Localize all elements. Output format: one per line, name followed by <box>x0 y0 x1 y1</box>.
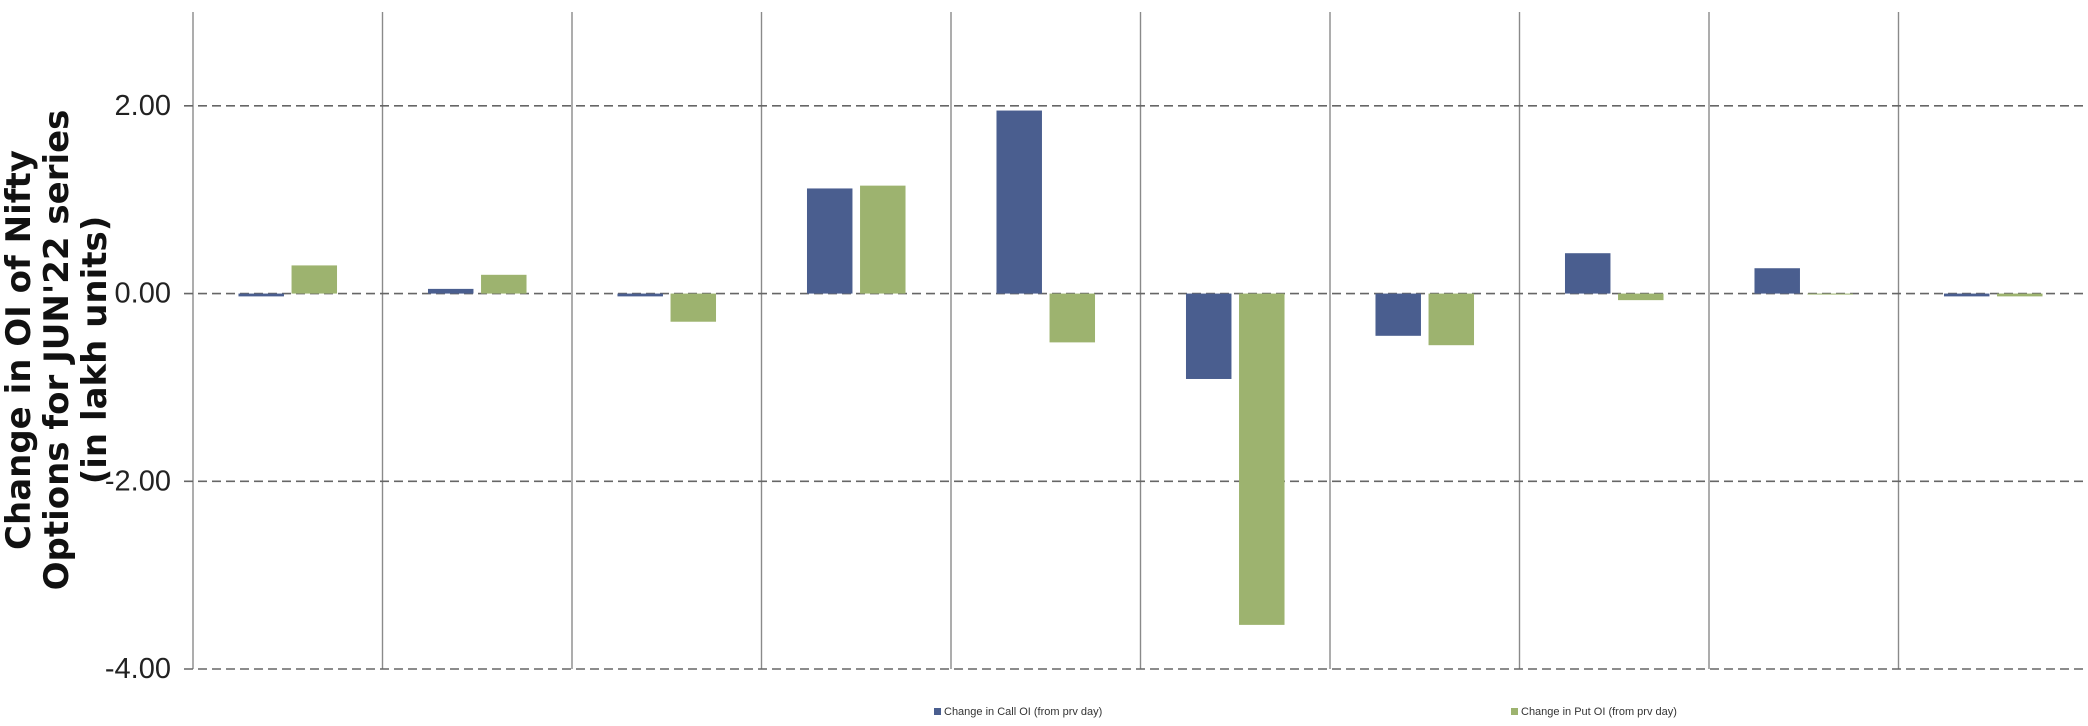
call-oi-bar-9 <box>1754 268 1800 294</box>
legend-label-call-oi: Change in Call OI (from prv day) <box>944 706 1102 718</box>
legend-marker-put-oi <box>1511 708 1518 715</box>
legend-label-put-oi: Change in Put OI (from prv day) <box>1521 706 1677 718</box>
put-oi-bar-3 <box>670 293 717 322</box>
y-axis-tick-labels: 2.00 0.00 -2.00 -4.00 <box>105 90 171 685</box>
call-oi-bar-8 <box>1564 253 1611 294</box>
legend-item-call-oi: Change in Call OI (from prv day) <box>934 706 1102 718</box>
call-oi-bar-2 <box>427 288 474 294</box>
call-oi-bar-6 <box>1185 293 1232 379</box>
legend: Change in Call OI (from prv day) Change … <box>934 706 1677 718</box>
call-oi-bar-1 <box>238 293 284 297</box>
put-oi-bar-8 <box>1618 293 1664 301</box>
call-oi-bar-10 <box>1943 293 1990 297</box>
put-oi-bar-7 <box>1428 293 1475 346</box>
y-axis-title-line-1: Change in OI of Nifty <box>0 150 39 550</box>
grid-lines <box>184 12 2088 670</box>
put-oi-bar-4 <box>860 185 906 294</box>
y-axis-title: Change in OI of Nifty Options for JUN'22… <box>0 110 115 591</box>
bar-series <box>238 110 2043 625</box>
call-oi-bar-5 <box>996 110 1042 294</box>
y-tick-label: -2.00 <box>105 465 171 497</box>
y-axis-title-line-3: (in lakh units) <box>75 216 115 485</box>
call-oi-bar-3 <box>617 293 663 297</box>
y-axis-title-line-2: Options for JUN'22 series <box>37 110 77 591</box>
put-oi-bar-9 <box>1807 293 1854 295</box>
call-oi-bar-4 <box>806 188 853 294</box>
put-oi-bar-5 <box>1049 293 1096 343</box>
call-oi-bar-7 <box>1375 293 1421 336</box>
put-oi-bar-6 <box>1239 293 1285 625</box>
legend-marker-call-oi <box>934 708 941 715</box>
y-tick-label: -4.00 <box>105 653 171 685</box>
y-tick-label: 0.00 <box>115 278 171 310</box>
y-tick-label: 2.00 <box>115 90 171 122</box>
put-oi-bar-2 <box>481 274 527 294</box>
legend-item-put-oi: Change in Put OI (from prv day) <box>1511 706 1677 718</box>
put-oi-bar-10 <box>1997 293 2043 297</box>
put-oi-bar-1 <box>291 265 338 294</box>
